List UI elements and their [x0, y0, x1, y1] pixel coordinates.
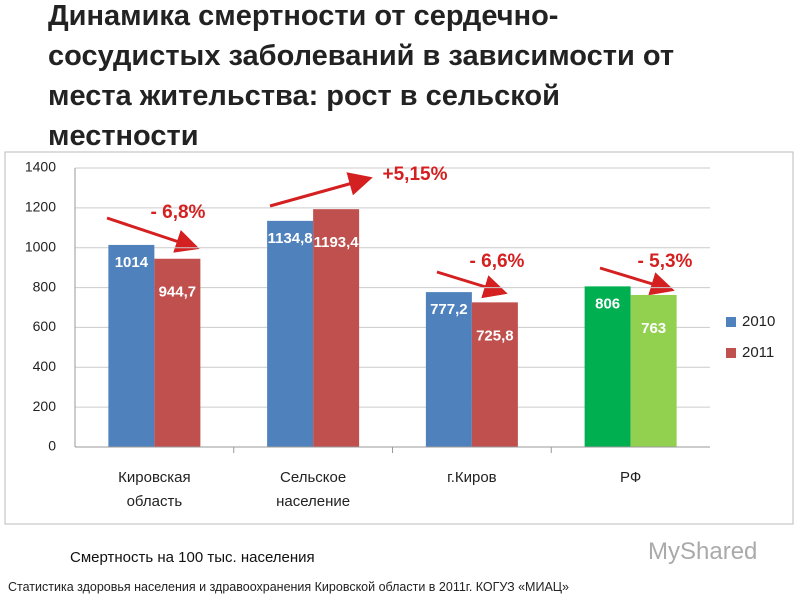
y-tick-label: 1000: [25, 238, 56, 254]
bar: [471, 302, 518, 447]
x-tick-label: Сельское население: [276, 469, 351, 510]
value-label: 1193,4: [314, 234, 360, 251]
y-tick-label: 600: [33, 318, 57, 334]
value-label: 725,8: [476, 327, 514, 344]
bar: [108, 244, 155, 447]
y-tick-label: 1200: [25, 199, 56, 215]
bar: [630, 294, 677, 447]
bar: [267, 220, 314, 447]
arrow: [599, 266, 675, 296]
bar: [154, 258, 201, 447]
x-tick-label: г.Киров: [447, 469, 497, 486]
arrow: [269, 172, 373, 208]
x-tick-label: Кировская область: [118, 469, 191, 510]
bar: [584, 286, 631, 447]
y-tick-label: 400: [33, 358, 57, 374]
annotation: +5,15%: [383, 164, 448, 185]
y-tick-label: 1400: [25, 159, 56, 175]
annotation: - 6,8%: [151, 202, 206, 223]
value-label: 777,2: [430, 301, 468, 318]
annotation: - 5,3%: [638, 251, 693, 272]
legend-swatch: [726, 348, 736, 358]
y-tick-label: 800: [33, 278, 57, 294]
bar: [425, 292, 472, 447]
footer: Статистика здоровья населения и здравоох…: [8, 580, 569, 594]
arrow: [436, 270, 508, 299]
value-label: 1014: [115, 254, 149, 271]
legend-label: 2010: [742, 313, 775, 330]
x-tick-label: РФ: [620, 469, 642, 486]
note: Смертность на 100 тыс. населения: [70, 549, 315, 566]
arrows: [106, 172, 675, 299]
arrow: [106, 216, 200, 253]
watermark: MyShared: [648, 538, 758, 565]
annotation: - 6,6%: [470, 251, 525, 272]
value-label: 763: [641, 320, 666, 337]
title: Динамика смертности от сердечно-сосудист…: [48, 0, 675, 152]
y-tick-label: 200: [33, 398, 57, 414]
bar: [313, 209, 360, 447]
value-label: 806: [595, 295, 620, 312]
legend-label: 2011: [742, 344, 774, 361]
legend-swatch: [726, 317, 736, 327]
y-tick-label: 0: [48, 438, 56, 454]
value-label: 1134,8: [268, 230, 313, 247]
value-label: 944,7: [159, 284, 197, 301]
